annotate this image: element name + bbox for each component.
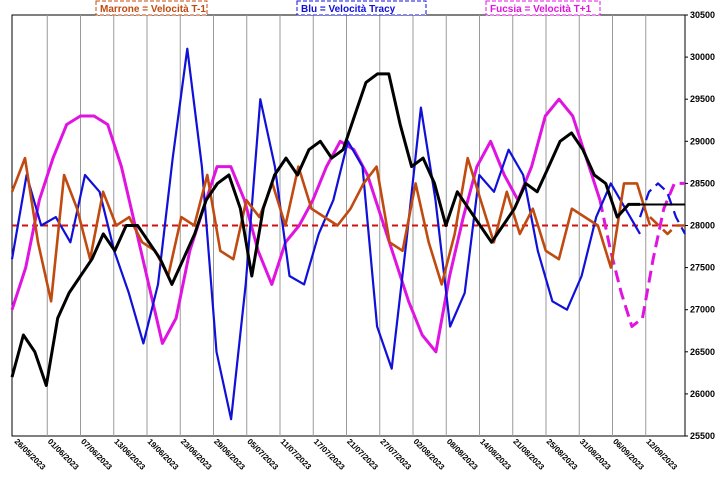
y-tick-label: 29500 (690, 94, 715, 104)
y-tick-label: 28000 (690, 221, 715, 231)
x-tick-label: 17/07/2023 (312, 437, 347, 472)
x-tick-label: 01/06/2023 (46, 437, 81, 472)
x-tick-label: 23/06/2023 (179, 437, 214, 472)
fuchsia-forecast-series (598, 181, 685, 328)
x-tick-label: 08/08/2023 (445, 437, 480, 472)
x-tick-label: 02/08/2023 (412, 437, 447, 472)
x-tick-label: 21/07/2023 (345, 437, 380, 472)
y-tick-label: 28500 (690, 178, 715, 188)
x-tick-label: 05/07/2023 (245, 437, 280, 472)
x-tick-label: 27/07/2023 (378, 437, 413, 472)
x-tick-label: 25/08/2023 (545, 437, 580, 472)
brown-series (10, 156, 652, 303)
y-tick-label: 26000 (690, 389, 715, 399)
legend: Marrone = Velocità T-1 Blu = Velocità Tra… (95, 0, 601, 16)
brown-forecast-series (649, 216, 685, 236)
x-tick-label: 06/09/2023 (611, 437, 646, 472)
y-tick-label: 29000 (690, 136, 715, 146)
y-tick-label: 30000 (690, 52, 715, 62)
legend-box (95, 0, 208, 16)
y-tick-label: 26500 (690, 347, 715, 357)
black-series (10, 72, 640, 387)
x-tick-label: 31/08/2023 (578, 437, 613, 472)
y-tick-label: 25500 (690, 431, 715, 441)
blue-forecast-series (638, 182, 686, 235)
legend-box (485, 0, 601, 16)
x-tick-label: 26/05/2023 (13, 437, 48, 472)
x-axis-ticks: 26/05/202301/06/202307/06/202313/06/2023… (13, 437, 680, 472)
x-tick-label: 29/06/2023 (212, 437, 247, 472)
y-tick-label: 27500 (690, 263, 715, 273)
x-tick-label: 21/08/2023 (511, 437, 546, 472)
series-layer (10, 47, 686, 421)
legend-label: Marrone = Velocità T-1 (100, 4, 206, 15)
x-tick-label: 14/08/2023 (478, 437, 513, 472)
legend-label: Blu = Velocità Tracy (301, 4, 396, 15)
y-tick-label: 27000 (690, 305, 715, 315)
legend-label: Fucsia = Velocità T+1 (490, 4, 592, 15)
x-tick-label: 19/06/2023 (146, 437, 181, 472)
x-tick-label: 11/07/2023 (279, 437, 314, 472)
x-tick-label: 12/09/2023 (644, 437, 679, 472)
x-tick-label: 13/06/2023 (112, 437, 147, 472)
y-tick-label: 30500 (690, 10, 715, 20)
x-tick-label: 07/06/2023 (79, 437, 114, 472)
legend-box (296, 0, 427, 16)
y-axis-ticks: 25500 26000 26500 27000 27500 28000 28500 29000… (685, 10, 715, 441)
